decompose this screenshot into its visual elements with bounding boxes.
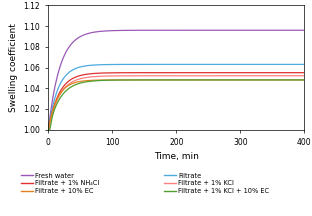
Legend: Filtrate, Filtrate + 1% KCl, Filtrate + 1% KCl + 10% EC: Filtrate, Filtrate + 1% KCl, Filtrate + …: [164, 173, 269, 194]
Y-axis label: Swelling coefficient: Swelling coefficient: [9, 23, 17, 112]
X-axis label: Time, min: Time, min: [154, 152, 199, 162]
